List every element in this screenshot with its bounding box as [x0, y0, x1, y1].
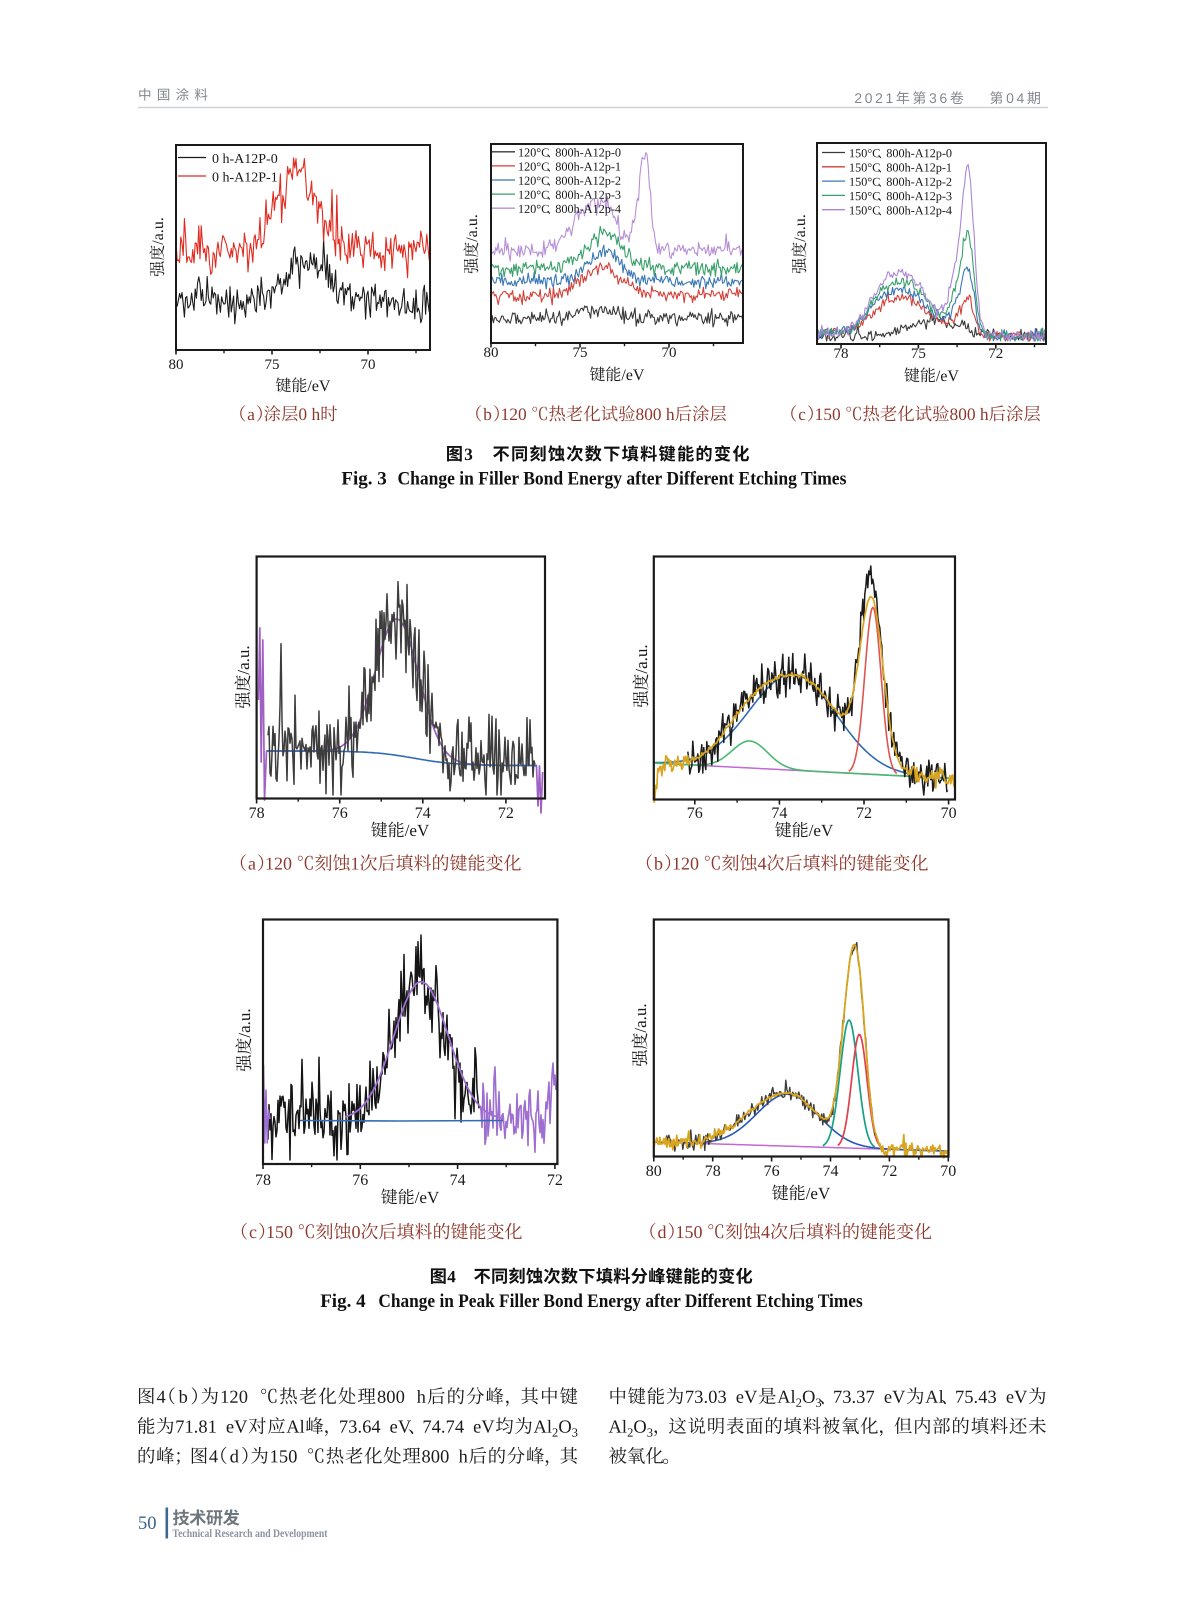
- svg-text:72: 72: [547, 1172, 563, 1189]
- svg-text:75: 75: [911, 346, 926, 362]
- svg-text:Change in Filler Bond Energy a: Change in Filler Bond Energy after Diffe…: [398, 469, 847, 490]
- svg-text:76: 76: [352, 1172, 368, 1189]
- svg-text:78: 78: [705, 1163, 721, 1180]
- svg-text:72: 72: [856, 805, 872, 822]
- svg-text:Technical Research and Develop: Technical Research and Development: [173, 1528, 328, 1540]
- svg-text:Change in Peak Filler Bond Ene: Change in Peak Filler Bond Energy after …: [378, 1291, 862, 1312]
- svg-text:74: 74: [823, 1163, 839, 1180]
- svg-text:Fig. 3: Fig. 3: [341, 469, 386, 490]
- svg-text:72: 72: [988, 346, 1003, 362]
- svg-text:78: 78: [249, 805, 265, 822]
- svg-text:Fig. 4: Fig. 4: [320, 1291, 366, 1312]
- svg-text:80: 80: [484, 345, 499, 361]
- svg-text:78: 78: [834, 346, 849, 362]
- svg-text:74: 74: [415, 805, 431, 822]
- svg-text:75: 75: [573, 345, 588, 361]
- svg-text:74: 74: [450, 1172, 466, 1189]
- svg-text:72: 72: [498, 805, 514, 822]
- svg-text:70: 70: [361, 357, 376, 373]
- svg-text:78: 78: [255, 1172, 271, 1189]
- svg-text:76: 76: [332, 805, 348, 822]
- svg-text:75: 75: [265, 357, 280, 373]
- svg-text:0 h-A12P-0: 0 h-A12P-0: [212, 152, 278, 167]
- svg-text:70: 70: [940, 1163, 956, 1180]
- svg-text:80: 80: [169, 357, 184, 373]
- svg-text:72: 72: [881, 1163, 897, 1180]
- svg-text:70: 70: [662, 345, 677, 361]
- svg-text:80: 80: [646, 1163, 662, 1180]
- svg-text:76: 76: [687, 805, 703, 822]
- svg-text:74: 74: [771, 805, 787, 822]
- svg-text:70: 70: [941, 805, 957, 822]
- svg-text:76: 76: [764, 1163, 780, 1180]
- svg-text:0 h-A12P-1: 0 h-A12P-1: [212, 170, 278, 185]
- svg-text:50: 50: [138, 1514, 157, 1534]
